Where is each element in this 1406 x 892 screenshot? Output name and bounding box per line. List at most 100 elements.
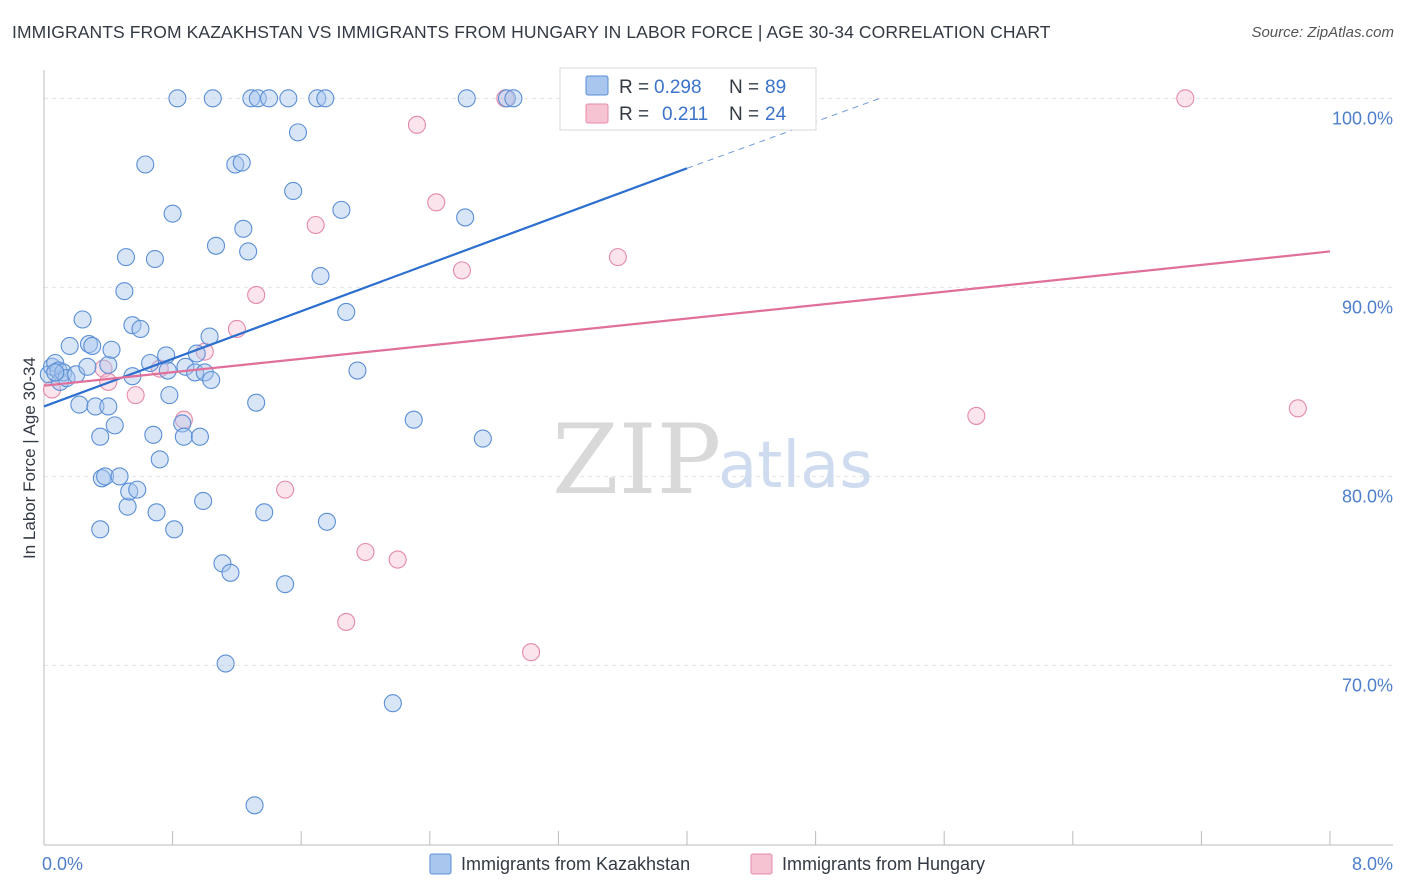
gridlines	[44, 97, 1393, 666]
stats-n-hungary: 24	[765, 104, 787, 125]
kazakhstan-point-36	[147, 503, 166, 522]
kazakhstan-point-50	[194, 491, 213, 511]
x-tick-min: 0.0%	[42, 854, 83, 874]
y-tick-label-0: 100.0%	[1332, 108, 1393, 128]
kazakhstan-point-11	[78, 357, 97, 376]
kazakhstan-point-32	[136, 155, 155, 174]
kazakhstan-point-9	[70, 395, 89, 414]
source-label: Source: ZipAtlas.com	[1251, 24, 1394, 41]
stats-n-label-kazakhstan: N =	[729, 77, 759, 98]
kazakhstan-point-31	[131, 319, 150, 339]
kazakhstan-point-81	[404, 410, 423, 429]
kazakhstan-point-24	[115, 282, 134, 301]
kazakhstan-point-85	[497, 89, 517, 108]
hungary-point-12	[356, 542, 375, 562]
kazakhstan-point-26	[118, 497, 137, 516]
kazakhstan-point-64	[245, 796, 264, 815]
kazakhstan-point-54	[203, 89, 222, 108]
stats-r-kazakhstan: 0.298	[654, 77, 702, 98]
kazakhstan-point-74	[311, 266, 330, 286]
watermark-atlas: atlas	[718, 429, 873, 503]
kazakhstan-point-59	[226, 155, 245, 174]
stats-r-hungary: 0.211	[662, 104, 708, 125]
kazakhstan-point-86	[504, 89, 523, 108]
kazakhstan-point-22	[105, 416, 124, 435]
stats-legend: R = 0.298 N = 89 R = 0.211 N = 24	[559, 67, 817, 131]
kazakhstan-point-34	[144, 425, 163, 444]
kazakhstan-point-62	[239, 242, 258, 261]
kazakhstan-point-21	[102, 340, 121, 359]
kazakhstan-points	[39, 89, 584, 815]
kazakhstan-point-41	[163, 204, 182, 223]
kazakhstan-point-75	[316, 89, 335, 108]
trend-line-kazakhstan-extension	[686, 97, 881, 169]
kazakhstan-point-78	[337, 302, 356, 322]
kazakhstan-point-58	[221, 563, 240, 582]
stats-swatch-kazakhstan	[585, 75, 609, 96]
kazakhstan-point-82	[456, 208, 475, 227]
hungary-point-20	[608, 248, 627, 267]
legend-label-hungary: Immigrants from Hungary	[782, 854, 985, 874]
kazakhstan-point-55	[206, 236, 226, 255]
kazakhstan-point-14	[86, 397, 105, 416]
y-tick-label-3: 70.0%	[1342, 675, 1393, 695]
kazakhstan-point-42	[165, 520, 184, 539]
kazakhstan-point-44	[173, 414, 192, 433]
trend-line-kazakhstan	[43, 167, 688, 408]
kazakhstan-point-12	[79, 335, 99, 354]
kazakhstan-point-18	[96, 467, 115, 486]
kazakhstan-point-65	[247, 393, 266, 412]
kazakhstan-point-15	[91, 520, 110, 539]
watermark: ZIP atlas	[552, 404, 873, 516]
y-tick-labels: 100.0% 90.0% 80.0% 70.0%	[1332, 108, 1393, 695]
kazakhstan-point-67	[255, 503, 274, 522]
kazakhstan-point-7	[60, 336, 79, 356]
kazakhstan-point-72	[288, 123, 308, 142]
hungary-point-8	[247, 285, 266, 304]
hungary-point-18	[522, 643, 541, 662]
y-tick-label-2: 80.0%	[1342, 486, 1393, 506]
kazakhstan-point-84	[473, 429, 492, 448]
kazakhstan-point-70	[279, 89, 298, 108]
hungary-point-3	[126, 386, 145, 405]
kazakhstan-point-30	[128, 480, 147, 499]
stats-n-label-hungary: N =	[729, 104, 759, 125]
kazakhstan-point-17	[92, 469, 111, 488]
kazakhstan-point-13	[83, 336, 102, 356]
kazakhstan-point-60	[232, 153, 251, 172]
axes	[43, 70, 1393, 846]
kazakhstan-point-47	[186, 363, 205, 382]
kazakhstan-point-43	[168, 89, 187, 108]
stats-swatch-hungary	[585, 103, 609, 124]
kazakhstan-point-88	[46, 363, 65, 382]
kazakhstan-point-61	[234, 219, 253, 238]
legend-swatch-hungary	[750, 853, 773, 875]
kazakhstan-point-10	[73, 310, 92, 329]
hungary-point-16	[452, 261, 472, 280]
kazakhstan-point-19	[99, 397, 118, 416]
kazakhstan-point-71	[284, 181, 303, 201]
kazakhstan-point-37	[150, 450, 169, 469]
kazakhstan-point-35	[145, 249, 164, 269]
kazakhstan-point-39	[158, 361, 177, 380]
x-tick-max: 8.0%	[1352, 854, 1393, 874]
kazakhstan-point-23	[110, 467, 129, 486]
hungary-point-10	[306, 215, 325, 235]
legend-label-kazakhstan: Immigrants from Kazakhstan	[461, 854, 690, 874]
hungary-point-22	[1176, 89, 1195, 108]
kazakhstan-point-53	[202, 370, 221, 390]
kazakhstan-point-80	[383, 694, 402, 713]
stats-r-label-hungary: R =	[619, 104, 649, 125]
kazakhstan-point-76	[317, 512, 336, 531]
watermark-zip: ZIP	[552, 404, 721, 516]
hungary-point-15	[427, 193, 446, 212]
kazakhstan-point-25	[116, 248, 136, 267]
legend-swatch-kazakhstan	[429, 853, 452, 875]
kazakhstan-point-79	[348, 361, 367, 380]
y-axis-title: In Labor Force | Age 30-34	[20, 357, 39, 559]
kazakhstan-point-20	[99, 355, 118, 374]
hungary-point-11	[337, 612, 356, 632]
kazakhstan-point-69	[276, 575, 295, 594]
kazakhstan-point-68	[259, 89, 279, 108]
